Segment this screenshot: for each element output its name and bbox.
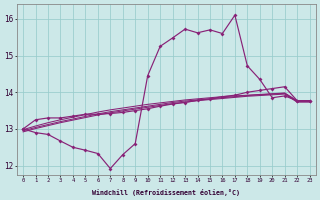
X-axis label: Windchill (Refroidissement éolien,°C): Windchill (Refroidissement éolien,°C)	[92, 189, 240, 196]
